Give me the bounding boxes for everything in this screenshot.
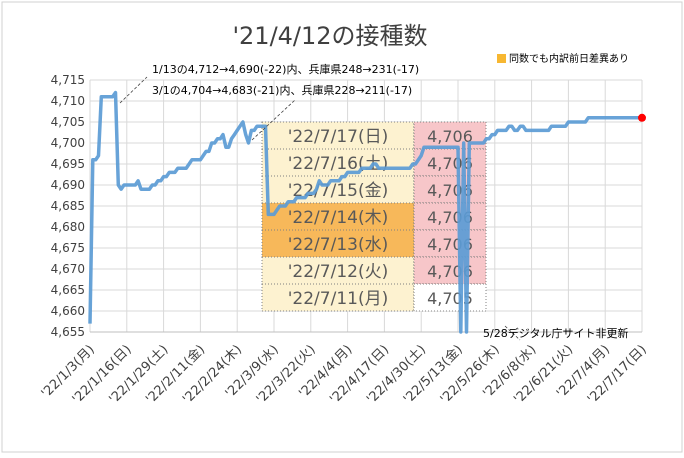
y-tick-label: 4,665 — [51, 283, 85, 297]
series-layer — [88, 90, 646, 334]
table-date-text: '22/7/15(金) — [288, 181, 388, 201]
y-tick-label: 4,675 — [51, 241, 85, 255]
table-value-cell — [413, 283, 487, 312]
y-tick-label: 4,715 — [51, 73, 85, 87]
annotation-3: 5/28デジタル庁サイト非更新 — [483, 326, 628, 340]
y-tick-label: 4,670 — [51, 262, 85, 276]
data-table: '22/7/17(日) 4,706'22/7/16(土) 4,706'22/7/15… — [261, 121, 487, 312]
y-tick-label: 4,680 — [51, 220, 85, 234]
table-date-text: '22/7/14(木) — [288, 208, 388, 228]
table-date-text: '22/7/13(水) — [288, 235, 388, 255]
last-point-marker — [638, 113, 646, 122]
y-tick-label: 4,705 — [51, 115, 85, 129]
table-date-text: '22/7/12(火) — [288, 262, 388, 282]
table-date-cell — [261, 202, 415, 231]
annotation-3-leader — [504, 325, 521, 341]
y-tick-label: 4,690 — [51, 178, 85, 192]
y-tick-label: 4,660 — [51, 304, 85, 318]
annotations: 1/13の4,712→4,690(-22)内、兵庫県248→231(-17) 3/… — [119, 62, 628, 341]
y-tick-label: 4,710 — [51, 94, 85, 108]
table-value-cell — [413, 256, 487, 285]
annotation-2: 3/1の4,704→4,683(-21)内、兵庫県228→211(-17) — [152, 83, 412, 97]
table-value-cell — [413, 175, 487, 204]
table-date-text: '22/7/11(月) — [288, 289, 388, 309]
table-date-text: '22/7/17(日) — [288, 127, 388, 147]
annotation-1-leader — [119, 76, 148, 104]
legend-swatch — [497, 54, 506, 63]
y-tick-label: 4,685 — [51, 199, 85, 213]
table-value-text: 4,706 — [427, 154, 473, 173]
table-date-cell — [261, 121, 415, 150]
table-date-cell — [261, 229, 415, 258]
series-line — [88, 90, 642, 334]
y-tick-label: 4,655 — [51, 325, 85, 339]
annotation-1: 1/13の4,712→4,690(-22)内、兵庫県248→231(-17) — [152, 62, 419, 76]
y-tick-label: 4,695 — [51, 157, 85, 171]
chart-title: '21/4/12の接種数 — [232, 22, 427, 50]
table-value-text: 4,706 — [427, 127, 473, 146]
y-axis: 4,655 4,660 4,665 4,670 4,675 4,680 4,685 4,690… — [51, 73, 85, 339]
y-tick-label: 4,700 — [51, 136, 85, 150]
legend-label: 同数でも内訳前日差異あり — [509, 52, 629, 65]
